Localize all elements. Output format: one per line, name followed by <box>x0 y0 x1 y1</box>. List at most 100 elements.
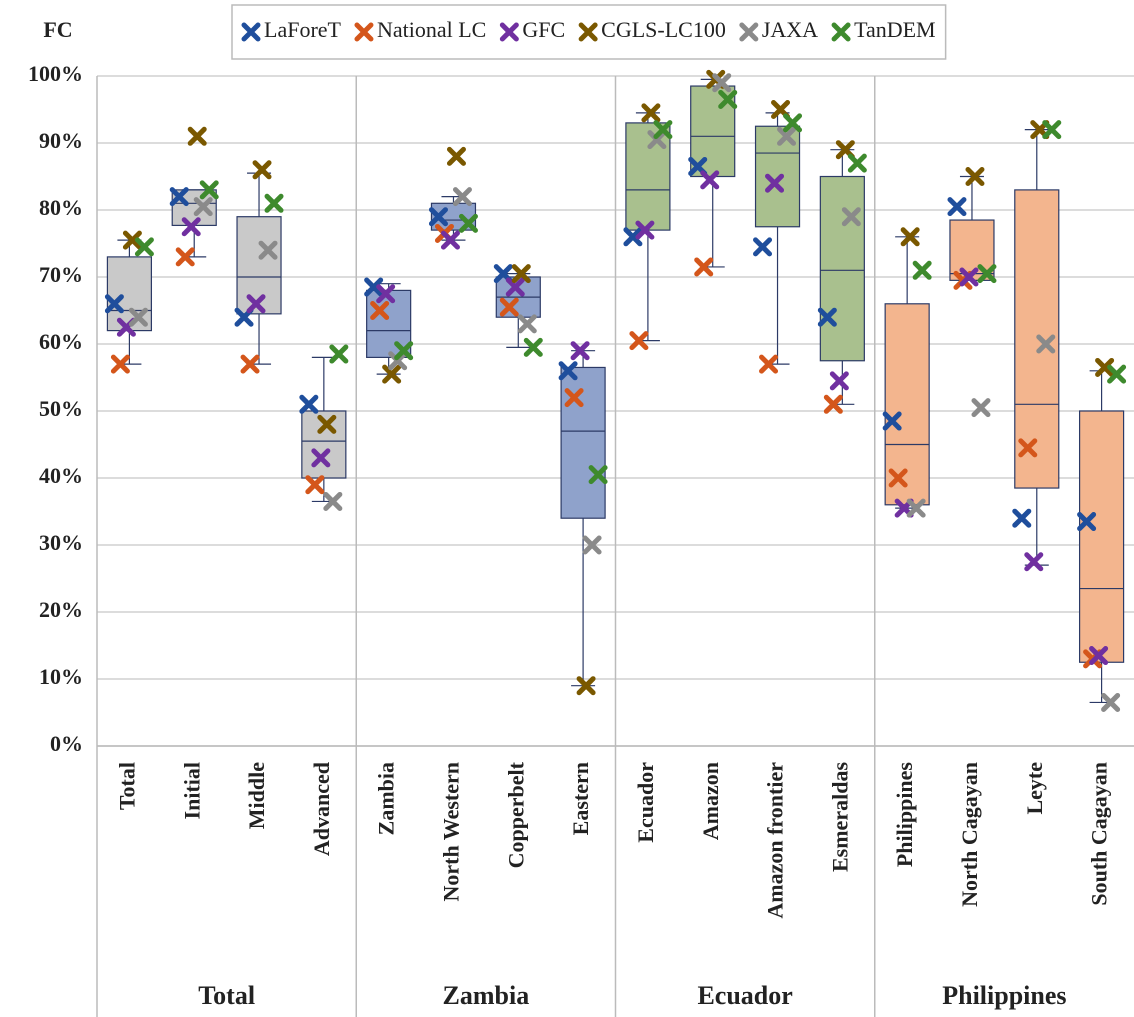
point <box>382 364 402 384</box>
y-tick-label: 30% <box>39 530 83 555</box>
point <box>623 227 643 247</box>
point <box>700 170 720 190</box>
x-tick-label: Esmeraldas <box>827 762 852 872</box>
point <box>376 284 396 304</box>
point <box>511 264 531 284</box>
point <box>329 344 349 364</box>
point <box>364 277 384 297</box>
point <box>912 260 932 280</box>
point <box>635 220 655 240</box>
x-tick-label: Leyte <box>1022 762 1047 815</box>
point <box>187 126 207 146</box>
point <box>505 277 525 297</box>
group-label: Zambia <box>443 981 530 1010</box>
point <box>317 414 337 434</box>
point <box>523 337 543 357</box>
point <box>252 160 272 180</box>
point <box>653 120 673 140</box>
x-tick-label: North Western <box>439 762 464 902</box>
y-tick-label: 60% <box>39 329 83 354</box>
point <box>370 301 390 320</box>
y-tick-label: 50% <box>39 396 83 421</box>
point <box>440 230 460 250</box>
point <box>823 394 843 414</box>
point <box>712 73 732 93</box>
group-label: Total <box>198 981 255 1010</box>
x-tick-label: Ecuador <box>633 762 658 843</box>
point <box>570 341 590 361</box>
legend-marker <box>241 22 261 42</box>
legend-label: LaForeT <box>264 17 342 42</box>
x-tick-label: Amazon frontier <box>763 762 788 919</box>
point <box>264 193 284 213</box>
point <box>753 237 773 257</box>
legend-marker <box>739 22 759 42</box>
x-tick-label: Total <box>114 762 139 810</box>
legend: LaForeT National LC GFC CGLS-LC100 JAXA TanDE… <box>231 4 947 60</box>
point <box>1012 508 1032 528</box>
point <box>110 354 130 374</box>
point <box>258 240 278 260</box>
y-tick-label: 70% <box>39 262 83 287</box>
box <box>819 175 865 362</box>
point <box>1077 512 1097 532</box>
point <box>323 491 343 511</box>
point <box>888 468 908 488</box>
point <box>175 247 195 267</box>
x-tick-label: Advanced <box>309 762 334 856</box>
group-label: Philippines <box>942 981 1066 1010</box>
point <box>906 498 926 518</box>
y-axis-label: FC <box>43 17 72 42</box>
point <box>446 146 466 166</box>
point <box>829 371 849 391</box>
point <box>240 354 260 374</box>
point <box>169 187 189 207</box>
x-tick-label: North Cagayan <box>957 762 982 907</box>
point <box>181 217 201 237</box>
point <box>765 173 785 193</box>
point <box>564 388 584 408</box>
point <box>122 230 142 250</box>
point <box>847 153 867 173</box>
legend-marker <box>578 22 598 42</box>
x-tick-label: Amazon <box>698 762 723 840</box>
x-tick-label: Initial <box>179 762 204 819</box>
point <box>576 676 596 696</box>
y-tick-label: 100% <box>28 61 83 86</box>
box <box>560 366 606 519</box>
legend-label: National LC <box>377 17 486 42</box>
point <box>305 475 325 495</box>
point <box>965 167 985 186</box>
box <box>625 122 671 231</box>
point <box>134 237 154 257</box>
x-tick-label: Philippines <box>892 762 917 868</box>
x-tick-label: Eastern <box>568 762 593 835</box>
legend-marker <box>354 22 374 42</box>
legend-marker <box>499 22 519 42</box>
box <box>106 256 153 332</box>
point <box>1107 364 1127 384</box>
point <box>394 341 414 361</box>
point <box>882 411 902 431</box>
point <box>783 113 803 133</box>
x-tick-label: South Cagayan <box>1087 762 1112 906</box>
point <box>193 197 213 217</box>
point <box>817 307 837 327</box>
box <box>1078 410 1125 663</box>
x-tick-label: Middle <box>244 762 269 829</box>
legend-label: JAXA <box>762 17 818 42</box>
point <box>458 213 478 233</box>
point <box>388 351 408 371</box>
group-label: Ecuador <box>697 981 792 1010</box>
point <box>947 197 967 217</box>
point <box>718 89 738 109</box>
point <box>841 207 861 227</box>
point <box>104 294 124 314</box>
point <box>641 103 661 123</box>
y-tick-label: 40% <box>39 463 83 488</box>
point <box>246 294 266 314</box>
legend-label: CGLS-LC100 <box>601 17 726 42</box>
point <box>199 180 219 200</box>
point <box>428 207 448 227</box>
